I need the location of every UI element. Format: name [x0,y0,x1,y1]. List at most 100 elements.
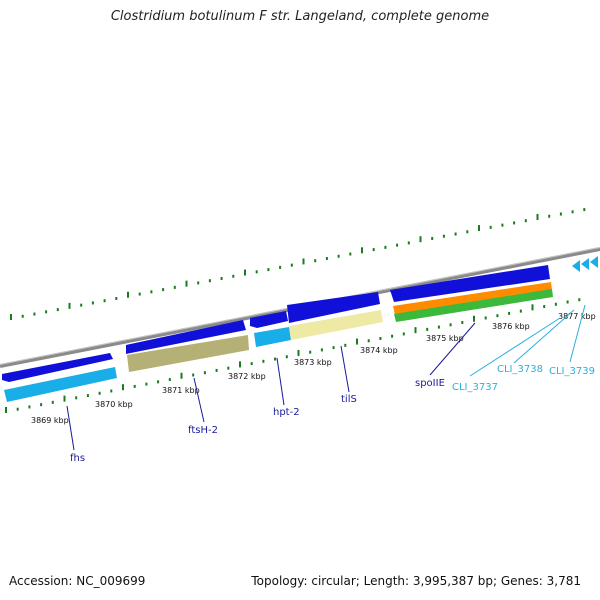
outer-tick [431,236,434,240]
outer-tick [220,276,223,280]
inner-tick [543,305,546,309]
inner-tick [40,403,43,407]
inner-tick [531,304,534,311]
outer-tick [197,281,200,285]
outer-tick [571,210,574,214]
outer-tick [536,213,539,220]
outer-tick [396,243,399,247]
inner-tick [180,372,183,379]
inner-tick [496,314,499,318]
gene-label[interactable]: hpt-2 [273,407,300,418]
inner-tick [168,378,171,382]
gene-label[interactable]: CLI_3738 [497,364,543,375]
inner-tick [145,382,148,386]
gene-reverse-fhs[interactable] [4,367,117,402]
outer-tick [232,274,235,278]
outer-tick [442,234,445,238]
gene-label[interactable]: ftsH-2 [188,425,218,436]
outer-tick [489,225,492,229]
gene-label[interactable]: CLI_3739 [549,366,595,377]
gene-arrow-1[interactable] [572,260,580,272]
inner-tick [519,309,522,313]
outer-tick [454,232,457,236]
inner-tick [508,311,511,315]
inner-tick [437,325,440,329]
inner-tick [63,395,66,402]
gene-label[interactable]: tilS [341,394,357,405]
outer-tick [361,247,363,254]
inner-tick [239,361,241,368]
gene-forward-hpt[interactable] [250,311,288,328]
kbp-label: 3870 kbp [95,400,133,409]
outer-tick [302,258,305,265]
kbp-label: 3871 kbp [162,386,200,395]
gene-arrow-3[interactable] [590,256,598,268]
inner-tick [157,380,160,384]
outer-tick [162,288,165,292]
outer-tick [33,312,36,316]
inner-tick [379,336,382,340]
gene-forward-spoIIE[interactable] [390,265,550,302]
gene-reverse-hpt[interactable] [254,327,291,347]
gene-label[interactable]: spoIIE [415,378,445,389]
inner-tick [285,355,288,359]
outer-tick [21,314,24,318]
outer-tick [56,308,59,312]
outer-tick [10,314,12,320]
gene-arrow-2[interactable] [581,258,589,270]
gene-reverse-orange[interactable] [393,282,552,315]
gene-reverse-green[interactable] [394,289,553,322]
outer-tick [208,279,211,283]
inner-tick [215,368,218,372]
gene-label-line [513,309,575,364]
inner-tick [122,384,124,391]
inner-tick [28,405,31,409]
outer-tick [583,208,586,212]
inner-tick [51,400,54,404]
gene-reverse-tilS[interactable] [289,310,383,340]
gene-label-line [66,405,75,451]
inner-tick [554,302,557,306]
gene-forward-fhs[interactable] [2,353,113,382]
inner-tick [297,349,300,356]
gene-forward-tilS[interactable] [287,292,380,323]
gene-label[interactable]: fhs [70,453,85,464]
inner-tick [203,371,206,375]
outer-tick [372,248,375,252]
inner-tick-marks [5,298,581,413]
outer-tick [255,270,258,274]
outer-tick [91,301,94,305]
inner-tick [344,343,347,347]
inner-tick [402,332,405,336]
outer-tick [127,291,129,298]
kbp-label: 3869 kbp [31,416,69,425]
gene-label[interactable]: CLI_3737 [452,382,498,393]
outer-tick [45,310,48,314]
gene-reverse-ftsH[interactable] [127,335,249,372]
outer-tick [244,269,246,276]
gene-forward-ftsH[interactable] [126,320,246,354]
inner-tick [309,350,312,354]
kbp-label: 3875 kbp [426,334,464,343]
outer-tick [80,303,83,307]
inner-tick [449,323,452,327]
gene-label-line [193,377,205,423]
inner-tick [262,359,265,363]
inner-tick [98,391,101,395]
outer-tick [325,256,328,260]
inner-tick [16,407,19,411]
inner-tick [356,338,358,345]
inner-tick [332,346,335,350]
outer-tick [68,302,71,309]
inner-tick [320,348,323,352]
inner-tick [133,384,136,388]
inner-tick [426,327,429,331]
map-title: Clostridium botulinum F str. Langeland, … [110,9,490,24]
outer-tick [185,280,188,287]
inner-tick [566,300,569,304]
outer-tick-marks [10,208,586,320]
outer-tick [524,219,527,223]
kbp-label: 3876 kbp [492,322,530,331]
kbp-scale-labels: 3869 kbp 3870 kbp 3871 kbp 3872 kbp 3873 kbp… [31,312,596,425]
